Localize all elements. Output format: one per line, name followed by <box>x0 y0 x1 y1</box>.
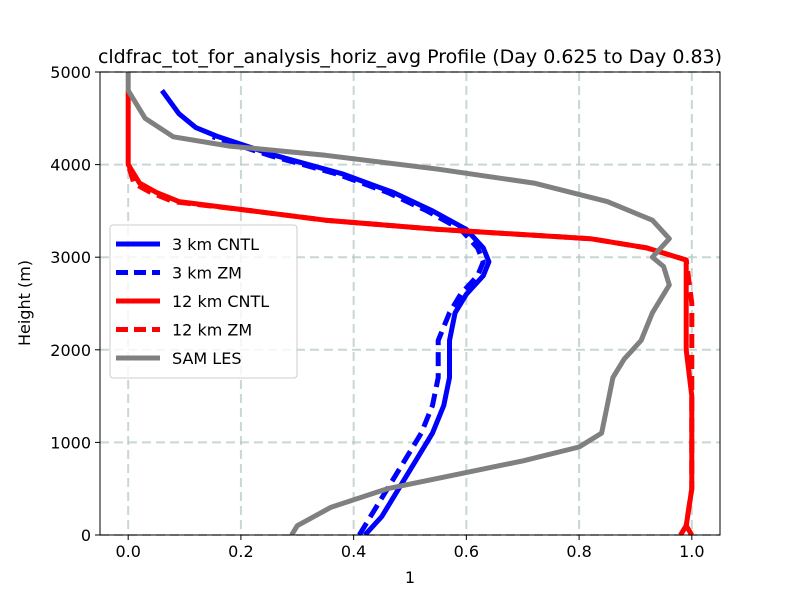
legend-label: SAM LES <box>172 349 241 368</box>
y-tick-label: 5000 <box>50 63 91 82</box>
y-tick-label: 3000 <box>50 248 91 267</box>
y-axis-ticks: 0 1000 2000 3000 4000 5000 <box>50 63 100 545</box>
x-axis-ticks: 0.0 0.2 0.4 0.6 0.8 1.0 <box>115 535 705 561</box>
legend-label: 3 km ZM <box>172 264 242 283</box>
series-line-3-km-zm <box>211 134 486 535</box>
x-tick-label: 0.6 <box>454 542 479 561</box>
y-tick-label: 1000 <box>50 433 91 452</box>
y-axis-label: Height (m) <box>15 260 34 346</box>
legend-label: 12 km ZM <box>172 321 252 340</box>
x-tick-label: 0.8 <box>566 542 591 561</box>
y-tick-label: 4000 <box>50 156 91 175</box>
legend-label: 12 km CNTL <box>172 292 269 311</box>
x-axis-label: 1 <box>405 568 415 587</box>
x-tick-label: 0.2 <box>228 542 253 561</box>
x-tick-label: 1.0 <box>679 542 704 561</box>
legend-box <box>109 224 298 379</box>
y-tick-label: 0 <box>81 526 91 545</box>
series-layer <box>125 72 695 535</box>
plot-frame <box>99 71 721 536</box>
series-line-sam-les <box>125 72 672 535</box>
series-line-12-km-zm <box>125 163 695 535</box>
legend-label: 3 km CNTL <box>172 235 259 254</box>
legend: 3 km CNTL 3 km ZM 12 km CNTL 12 km ZM SAM LE… <box>109 224 298 379</box>
x-tick-label: 0.0 <box>115 542 140 561</box>
x-tick-label: 0.4 <box>341 542 366 561</box>
chart-title: cldfrac_tot_for_analysis_horiz_avg Profi… <box>98 46 722 68</box>
y-tick-label: 2000 <box>50 341 91 360</box>
